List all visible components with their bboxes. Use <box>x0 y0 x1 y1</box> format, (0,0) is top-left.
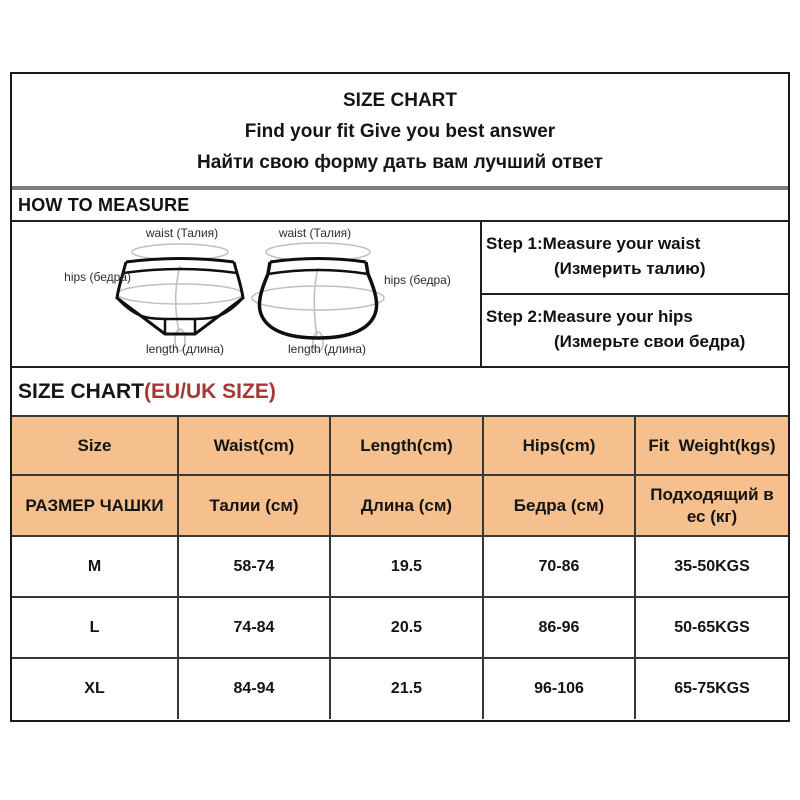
col-header-hips-ru: Бедра (см) <box>482 474 636 537</box>
col-header-length: Length(cm) <box>329 415 484 476</box>
cell-waist: 58-74 <box>177 535 331 598</box>
step-2-subtitle: (Измерьте свои бедра) <box>554 332 746 351</box>
table-row-xl: XL 84-94 21.5 96-106 65-75KGS <box>12 657 788 719</box>
shorts-diagram-illustration <box>251 242 385 353</box>
cell-weight: 65-75KGS <box>634 657 788 719</box>
cell-hips: 96-106 <box>482 657 636 719</box>
title-block: SIZE CHART Find your fit Give you best a… <box>12 74 788 186</box>
label-waist-left: waist (Талия) <box>145 226 219 240</box>
cell-weight: 35-50KGS <box>634 535 788 598</box>
cell-hips: 86-96 <box>482 596 636 659</box>
table-header-en: Size Waist(cm) Length(cm) Hips(cm) Fit W… <box>12 415 788 476</box>
step-1-title: Step 1:Measure your waist <box>486 234 701 253</box>
col-header-weight-ru: Подходящий в ес (кг) <box>634 474 788 537</box>
outer-frame: SIZE CHART Find your fit Give you best a… <box>10 72 790 722</box>
col-header-waist-ru: Талии (см) <box>177 474 331 537</box>
step-2-title: Step 2:Measure your hips <box>486 307 693 326</box>
table-header-ru: РАЗМЕР ЧАШКИ Талии (см) Длина (см) Бедра… <box>12 474 788 537</box>
page-title: SIZE CHART <box>343 90 457 111</box>
cell-size: XL <box>12 657 179 719</box>
size-chart-title-red: (EU/UK SIZE) <box>144 379 276 403</box>
cell-waist: 74-84 <box>177 596 331 659</box>
step-1: Step 1:Measure your waist (Измерить тали… <box>482 222 788 293</box>
measure-section: waist (Талия) waist (Талия) hips (бедра)… <box>12 222 788 368</box>
size-chart-title: SIZE CHART (EU/UK SIZE) <box>12 368 788 415</box>
table-row-m: M 58-74 19.5 70-86 35-50KGS <box>12 535 788 598</box>
cell-size: M <box>12 535 179 598</box>
col-header-size: Size <box>12 415 179 476</box>
step-1-subtitle: (Измерить талию) <box>554 259 706 278</box>
gray-divider <box>12 186 788 190</box>
label-hips-right: hips (бедра) <box>384 273 451 287</box>
measure-steps: Step 1:Measure your waist (Измерить тали… <box>480 222 788 366</box>
label-hips-left: hips (бедра) <box>64 270 131 284</box>
brief-diagram-illustration <box>115 243 245 352</box>
measure-diagrams: waist (Талия) waist (Талия) hips (бедра)… <box>12 222 480 366</box>
label-length-right: length (длина) <box>287 342 367 356</box>
col-header-waist: Waist(cm) <box>177 415 331 476</box>
cell-size: L <box>12 596 179 659</box>
step-2: Step 2:Measure your hips (Измерьте свои … <box>482 293 788 366</box>
subtitle-en: Find your fit Give you best answer <box>244 121 556 142</box>
cell-length: 19.5 <box>329 535 484 598</box>
col-header-size-ru: РАЗМЕР ЧАШКИ <box>12 474 179 537</box>
cell-waist: 84-94 <box>177 657 331 719</box>
cell-length: 20.5 <box>329 596 484 659</box>
subtitle-ru: Найти свою форму дать вам лучший ответ <box>197 152 603 173</box>
how-to-measure-heading: HOW TO MEASURE <box>12 190 788 222</box>
col-header-length-ru: Длина (см) <box>329 474 484 537</box>
cell-weight: 50-65KGS <box>634 596 788 659</box>
col-header-hips: Hips(cm) <box>482 415 636 476</box>
size-chart-title-black: SIZE CHART <box>18 379 144 403</box>
cell-length: 21.5 <box>329 657 484 719</box>
label-length-left: length (длина) <box>145 342 225 356</box>
label-waist-right: waist (Талия) <box>278 226 352 240</box>
size-table: Size Waist(cm) Length(cm) Hips(cm) Fit W… <box>12 415 788 719</box>
cell-hips: 70-86 <box>482 535 636 598</box>
table-row-l: L 74-84 20.5 86-96 50-65KGS <box>12 596 788 659</box>
col-header-weight: Fit Weight(kgs) <box>634 415 788 476</box>
